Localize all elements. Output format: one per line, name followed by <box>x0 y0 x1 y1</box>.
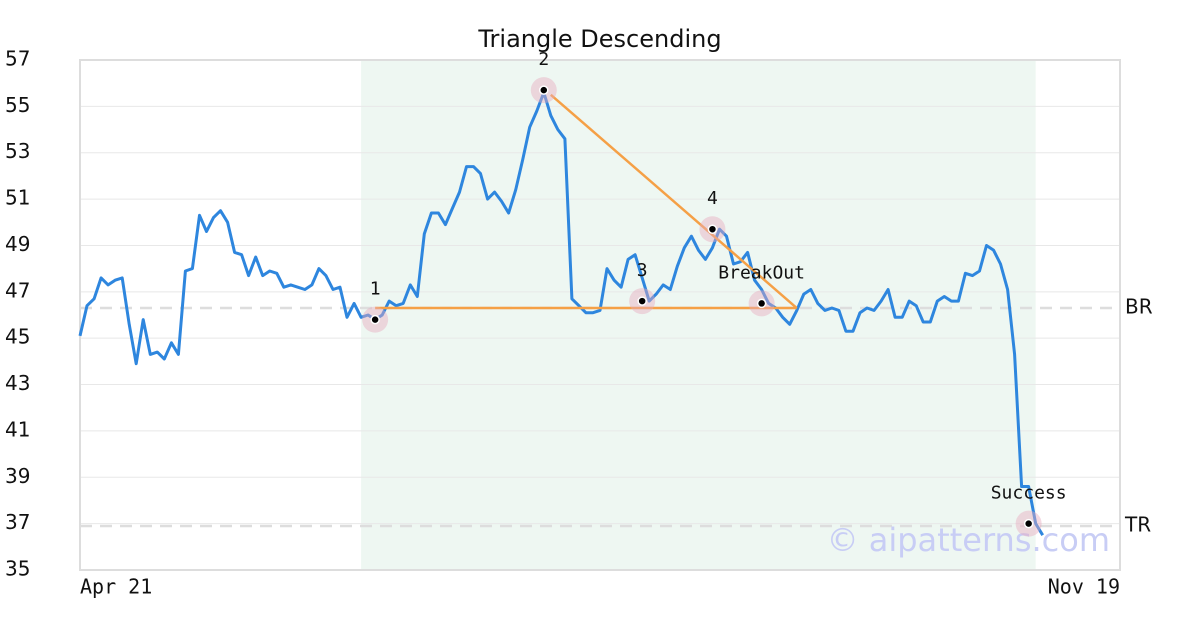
y-tick-label: 47 <box>5 278 30 302</box>
y-tick-label: 51 <box>5 186 30 210</box>
y-tick-label: 57 <box>5 47 30 71</box>
y-tick-label: 43 <box>5 371 30 395</box>
level-label: TR <box>1124 512 1151 536</box>
y-tick-label: 53 <box>5 139 30 163</box>
y-tick-label: 39 <box>5 464 30 488</box>
point-label: 3 <box>637 260 648 281</box>
price-line <box>78 91 1044 536</box>
x-tick-label: Nov 19 <box>1048 575 1120 599</box>
point-label: 2 <box>538 49 549 70</box>
level-label: BR <box>1125 295 1153 319</box>
chart-title: Triangle Descending <box>477 25 721 53</box>
point-marker <box>756 298 767 309</box>
pattern-line <box>549 93 798 309</box>
y-tick-label: 55 <box>5 93 30 117</box>
y-tick-label: 45 <box>5 325 30 349</box>
watermark: © aipatterns.com <box>827 521 1110 559</box>
plot-frame <box>79 59 1121 571</box>
pattern-region <box>361 60 1036 570</box>
y-tick-label: 41 <box>5 417 30 441</box>
point-marker <box>539 85 549 95</box>
y-tick-label: 35 <box>5 557 30 581</box>
point-label: 1 <box>370 279 381 300</box>
y-tick-label: 37 <box>5 510 30 534</box>
x-tick-label: Apr 21 <box>80 575 152 599</box>
point-marker <box>637 296 647 306</box>
point-marker <box>707 224 718 234</box>
point-marker <box>370 314 380 325</box>
point-marker <box>1023 518 1034 529</box>
point-label: Success <box>991 483 1067 504</box>
point-label: 4 <box>707 188 718 209</box>
point-label: BreakOut <box>718 262 805 283</box>
y-tick-label: 49 <box>5 232 30 256</box>
